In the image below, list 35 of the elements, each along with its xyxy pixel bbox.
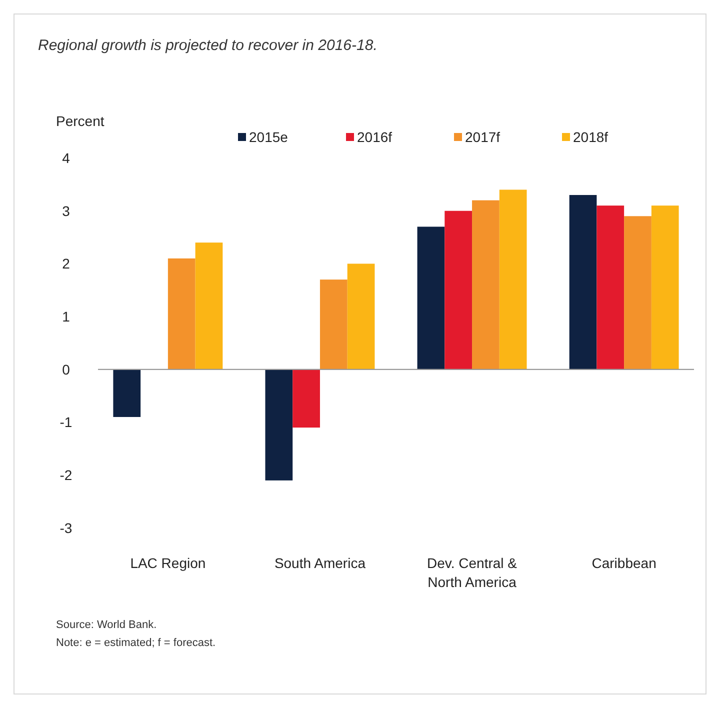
bar	[265, 369, 293, 480]
bar	[624, 216, 652, 370]
x-tick-label: Dev. Central & North America	[427, 555, 518, 590]
y-axis-title: Percent	[56, 113, 104, 129]
y-tick-label: -2	[60, 467, 72, 484]
bar	[499, 190, 527, 370]
bar	[569, 195, 597, 370]
x-tick-label: LAC Region	[130, 555, 206, 571]
y-tick-label: 4	[62, 150, 70, 166]
bar	[444, 210, 472, 370]
bar	[417, 226, 445, 370]
bar	[320, 280, 348, 370]
y-tick-label: -1	[60, 414, 72, 430]
bar	[651, 206, 679, 370]
x-tick-label: South America	[274, 555, 366, 571]
y-tick-label: 0	[62, 361, 70, 378]
y-tick-label: 2	[62, 256, 70, 272]
legend-label: 2017f	[465, 129, 500, 145]
x-tick-label: Caribbean	[592, 555, 656, 571]
y-tick-label: 3	[62, 202, 70, 219]
bar	[347, 264, 375, 370]
legend-label: 2015e	[249, 129, 288, 145]
bar	[472, 200, 500, 370]
bar	[195, 242, 223, 370]
source-note: Source: World Bank.	[56, 619, 157, 631]
legend-label: 2018f	[573, 129, 608, 145]
bar	[168, 258, 196, 370]
legend-label: 2016f	[357, 129, 392, 145]
y-tick-label: -3	[60, 520, 72, 536]
bar	[596, 206, 624, 370]
bar	[113, 369, 141, 417]
bar	[292, 369, 320, 428]
text: Note: e = estimated; f = forecast.	[56, 637, 216, 649]
y-tick-label: 1	[62, 308, 70, 324]
chart-title: Regional growth is projected to recover in 2016-18.	[38, 37, 378, 54]
